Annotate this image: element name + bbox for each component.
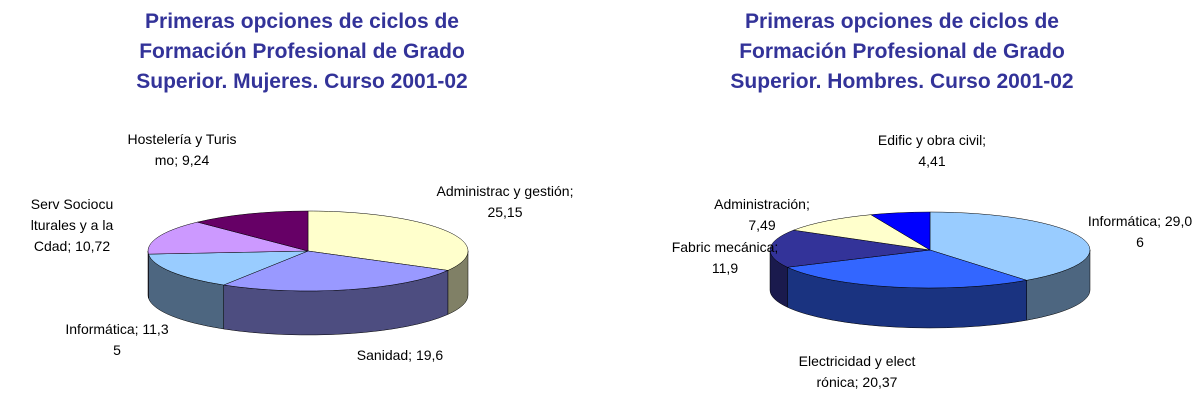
data-label: Hostelería y Turismo; 9,24 (127, 131, 237, 168)
slice (786, 249, 1027, 289)
chart-title: Primeras opciones de ciclos de Formación… (136, 10, 468, 93)
data-label: Fabric mecánica; 11,9 (671, 239, 779, 276)
slice (792, 214, 931, 251)
chart-title: Primeras opciones de ciclos de Formación… (730, 10, 1074, 93)
data-label: Administración; 7,49 (714, 196, 810, 233)
slice (147, 221, 309, 255)
data-label: Electricidad y electrónica; 20,37 (798, 353, 916, 390)
slice (197, 210, 309, 252)
data-label: Administrac y gestión; 25,15 (436, 183, 574, 220)
data-label: Informática; 11,35 (65, 321, 169, 358)
slice (769, 229, 931, 268)
slice (307, 210, 469, 271)
slice (870, 211, 931, 251)
slice (929, 211, 1091, 281)
data-label: Informática; 29,06 (1087, 213, 1193, 250)
slice (148, 250, 309, 286)
data-label: Sanidad; 19,6 (356, 346, 444, 363)
data-label: Edific y obra civil; 4,41 (877, 132, 987, 169)
data-label: Serv Socioculturales y a la Cdad; 10,72 (30, 195, 114, 254)
slice (222, 250, 449, 292)
